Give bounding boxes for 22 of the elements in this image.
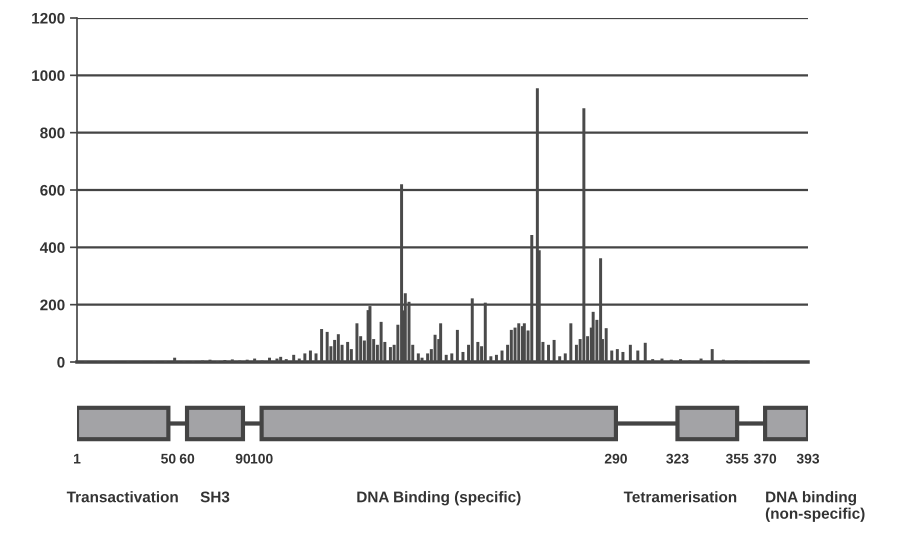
y-tick-label: 600 xyxy=(40,184,65,196)
text: 370 xyxy=(754,454,776,464)
y-tick-label: 200 xyxy=(40,300,65,310)
y-tick-label: 400 xyxy=(40,242,65,254)
category-label: DNA binding (non-specific) xyxy=(766,491,865,522)
text: 355 xyxy=(726,454,748,464)
y-tick-label: 800 xyxy=(40,128,65,138)
category-label: SH3 xyxy=(200,492,230,502)
text: 100 xyxy=(250,454,273,464)
text: 1 xyxy=(74,454,80,464)
text: 60 xyxy=(180,454,194,464)
category-label: DNA Binding (specific) xyxy=(357,491,520,506)
category-label: Tetramerisation xyxy=(624,491,736,502)
text: 290 xyxy=(604,454,627,464)
text: 90 xyxy=(236,454,250,464)
y-tick-label: 1000 xyxy=(32,70,65,82)
text: 50 xyxy=(161,454,176,464)
category-label: Transactivation xyxy=(66,491,178,502)
y-tick-label: 0 xyxy=(57,356,65,368)
y-tick-label: 1200 xyxy=(32,12,65,24)
text: 393 xyxy=(796,454,820,464)
text: 323 xyxy=(666,454,689,464)
